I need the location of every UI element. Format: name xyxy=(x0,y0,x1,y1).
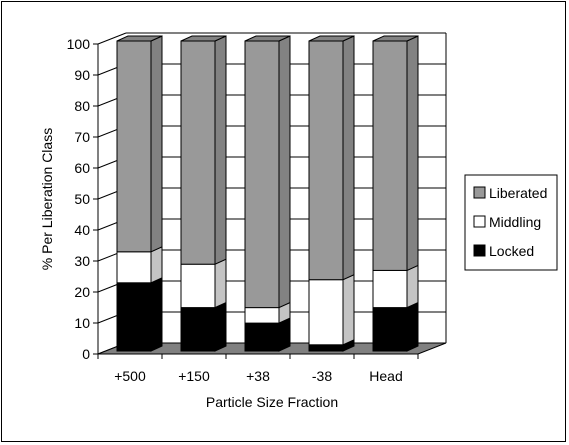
bar-segment-locked xyxy=(116,277,163,352)
bar-front xyxy=(116,40,152,253)
y-tick-label: 70 xyxy=(74,129,90,145)
bar-side xyxy=(214,301,227,352)
bar-front xyxy=(180,40,216,265)
gridline-side xyxy=(97,32,127,45)
y-tick-label: 40 xyxy=(74,222,90,238)
x-tick-label: +500 xyxy=(114,368,146,384)
bar-top xyxy=(308,35,355,42)
bar-front xyxy=(244,40,280,309)
legend-swatch-middling xyxy=(473,215,486,228)
legend-label-liberated: Liberated xyxy=(489,185,547,201)
y-tick-label: 80 xyxy=(74,98,90,114)
y-tick-label: 100 xyxy=(67,36,91,52)
bar-top xyxy=(116,35,163,42)
x-tick-label: +150 xyxy=(178,368,210,384)
y-tick-label: 0 xyxy=(82,346,90,362)
x-axis-title: Particle Size Fraction xyxy=(206,394,338,410)
bar-front xyxy=(308,344,344,352)
bar-segment-middling xyxy=(244,301,291,324)
x-tick-label: Head xyxy=(369,368,402,384)
bar-segment-liberated xyxy=(372,35,419,272)
bar-segment-liberated xyxy=(116,35,163,253)
bar-segment-locked xyxy=(372,301,419,352)
bar-front xyxy=(116,282,152,352)
legend-swatch-liberated xyxy=(473,186,486,199)
axes xyxy=(93,43,419,359)
bar-segment-locked xyxy=(180,301,227,352)
bar-front xyxy=(116,251,152,284)
bar-segment-middling xyxy=(308,273,355,346)
bar-segment-middling xyxy=(180,258,227,309)
bar-side xyxy=(406,301,419,352)
bar-side xyxy=(278,317,291,352)
bar-front xyxy=(244,322,280,352)
bar-front xyxy=(308,279,344,346)
bar-front xyxy=(372,269,408,309)
bar-side xyxy=(406,35,419,272)
bar-segment-liberated xyxy=(308,35,355,281)
bar-side xyxy=(342,273,355,346)
x-tick-labels: +500 +150 +38 -38 Head xyxy=(114,368,403,384)
bar-segment-liberated xyxy=(180,35,227,265)
bar-side xyxy=(150,35,163,253)
legend-label-middling: Middling xyxy=(489,214,541,230)
bar-side xyxy=(214,258,227,309)
y-tick-label: 20 xyxy=(74,284,90,300)
bars xyxy=(116,35,419,352)
bar-side xyxy=(150,277,163,352)
y-tick-label: 10 xyxy=(74,315,90,331)
legend-label-locked: Locked xyxy=(489,243,534,259)
y-tick-label: 30 xyxy=(74,253,90,269)
bar-front xyxy=(244,307,280,324)
y-tick-label: 60 xyxy=(74,160,90,176)
x-tick-label: -38 xyxy=(312,368,332,384)
bar-front xyxy=(372,40,408,271)
bar-side xyxy=(406,264,419,309)
y-tick-labels: 0 10 20 30 40 50 60 70 80 90 100 xyxy=(67,36,91,362)
bar-side xyxy=(150,246,163,284)
bar-side xyxy=(342,35,355,281)
bar-segment-middling xyxy=(372,264,419,309)
bar-front xyxy=(308,40,344,281)
bar-front xyxy=(180,263,216,309)
y-tick-label: 90 xyxy=(74,67,90,83)
bar-segment-liberated xyxy=(244,35,291,309)
legend: Liberated Middling Locked xyxy=(464,174,558,271)
bar-front xyxy=(180,307,216,352)
legend-swatch-locked xyxy=(473,244,486,257)
bar-segment-locked xyxy=(244,317,291,352)
bar-segment-middling xyxy=(116,246,163,284)
bar-top xyxy=(180,35,227,42)
bar-side xyxy=(278,35,291,309)
y-tick-label: 50 xyxy=(74,191,90,207)
bar-top xyxy=(372,35,419,42)
bar-side xyxy=(214,35,227,265)
x-tick-label: +38 xyxy=(246,368,270,384)
y-axis-title: % Per Liberation Class xyxy=(39,128,55,270)
bar-front xyxy=(372,307,408,352)
bar-top xyxy=(244,35,291,42)
